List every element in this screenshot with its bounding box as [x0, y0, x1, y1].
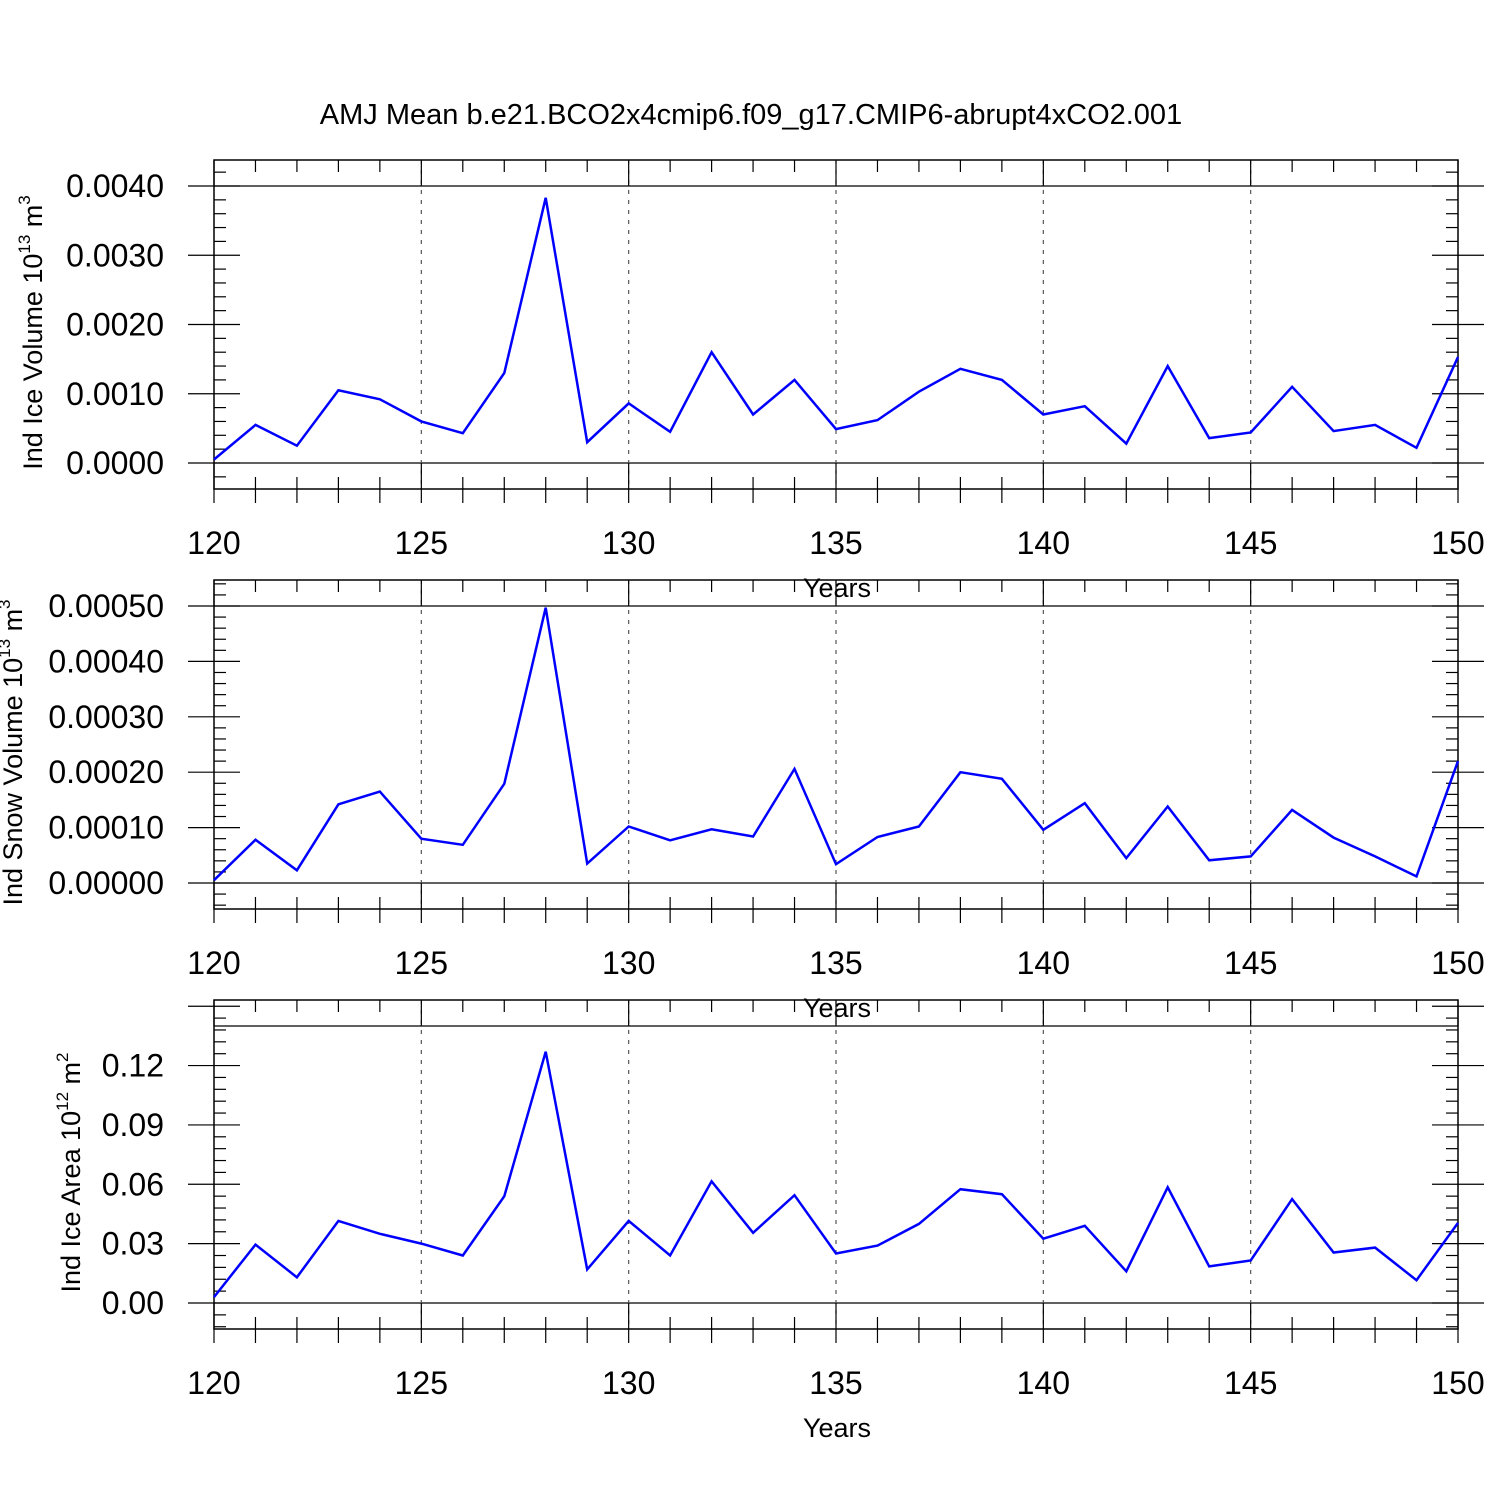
x-tick-label: 135 [809, 945, 862, 981]
y-tick-label: 0.00030 [48, 699, 164, 735]
plot-frame [213, 999, 1459, 1330]
x-tick-label: 120 [187, 1365, 240, 1401]
series-line [213, 607, 1460, 882]
x-axis-label: Years [803, 573, 871, 603]
x-tick-label: 140 [1017, 945, 1070, 981]
y-axis-label-exponent: 13 [0, 639, 14, 658]
y-axis-label-unit-exponent: 2 [53, 1052, 72, 1061]
figure-title: AMJ Mean b.e21.BCO2x4cmip6.f09_g17.CMIP6… [320, 99, 1182, 131]
x-tick-label: 150 [1431, 1365, 1484, 1401]
x-tick-label: 120 [187, 945, 240, 981]
y-axis-label-unit: m [18, 205, 48, 235]
y-axis-label-unit-exponent: 3 [0, 599, 14, 608]
y-axis-label-text: Ind Ice Area 10 [56, 1111, 86, 1293]
x-tick-label: 145 [1224, 525, 1277, 561]
panels: 120 125 130 135 140 145 150 Years 0.0000 0.0010 0.… [0, 159, 1485, 1443]
panel-3: 120 125 130 135 140 145 150 Years 0.00 0.03 0.06 0.… [53, 999, 1485, 1443]
x-tick-label: 145 [1224, 1365, 1277, 1401]
y-tick-label: 0.00040 [48, 643, 164, 679]
y-axis-label-exponent: 12 [53, 1092, 72, 1111]
y-axis-label-exponent: 13 [15, 235, 34, 254]
y-axis-label-text: Ind Ice Volume 10 [18, 254, 48, 470]
y-axis-label-unit: m [56, 1062, 86, 1092]
y-tick-label: 0.0010 [66, 376, 164, 412]
x-tick-label: 135 [809, 525, 862, 561]
x-tick-label: 125 [395, 945, 448, 981]
panel-1: 120 125 130 135 140 145 150 Years 0.0000 0.0010 0.… [15, 159, 1485, 603]
panel-2: 120 125 130 135 140 145 150 Years 0.00000 0.00010… [0, 579, 1485, 1023]
y-axis-label: Ind Ice Area 1012 m2 [53, 1052, 86, 1292]
y-tick-label: 0.00010 [48, 810, 164, 846]
x-tick-label: 145 [1224, 945, 1277, 981]
x-tick-label: 140 [1017, 525, 1070, 561]
y-axis-label-unit-exponent: 3 [15, 195, 34, 204]
y-axis-label: Ind Snow Volume 1013 m3 [0, 599, 28, 905]
y-tick-label: 0.00 [102, 1285, 164, 1321]
y-tick-label: 0.09 [102, 1107, 164, 1143]
y-axis-label-text: Ind Snow Volume 10 [0, 658, 28, 906]
y-tick-label: 0.03 [102, 1226, 164, 1262]
y-axis-label-unit: m [0, 609, 28, 639]
y-tick-label: 0.0040 [66, 168, 164, 204]
y-tick-label: 0.00020 [48, 754, 164, 790]
x-axis-label: Years [803, 1413, 871, 1443]
plot-frame [213, 159, 1459, 490]
series-line [213, 197, 1460, 461]
x-tick-label: 125 [395, 1365, 448, 1401]
plot-frame [213, 579, 1459, 910]
y-axis-label: Ind Ice Volume 1013 m3 [15, 195, 48, 470]
x-tick-label: 150 [1431, 525, 1484, 561]
y-tick-label: 0.00050 [48, 588, 164, 624]
y-tick-label: 0.12 [102, 1048, 164, 1084]
x-tick-label: 130 [602, 945, 655, 981]
x-tick-label: 140 [1017, 1365, 1070, 1401]
x-tick-label: 135 [809, 1365, 862, 1401]
x-tick-label: 150 [1431, 945, 1484, 981]
y-tick-label: 0.0030 [66, 237, 164, 273]
series-line [213, 1051, 1460, 1298]
y-tick-label: 0.0020 [66, 307, 164, 343]
x-tick-label: 125 [395, 525, 448, 561]
x-tick-label: 120 [187, 525, 240, 561]
x-tick-label: 130 [602, 525, 655, 561]
y-tick-label: 0.00000 [48, 865, 164, 901]
x-tick-label: 130 [602, 1365, 655, 1401]
x-axis-label: Years [803, 993, 871, 1023]
y-tick-label: 0.06 [102, 1166, 164, 1202]
y-tick-label: 0.0000 [66, 445, 164, 481]
